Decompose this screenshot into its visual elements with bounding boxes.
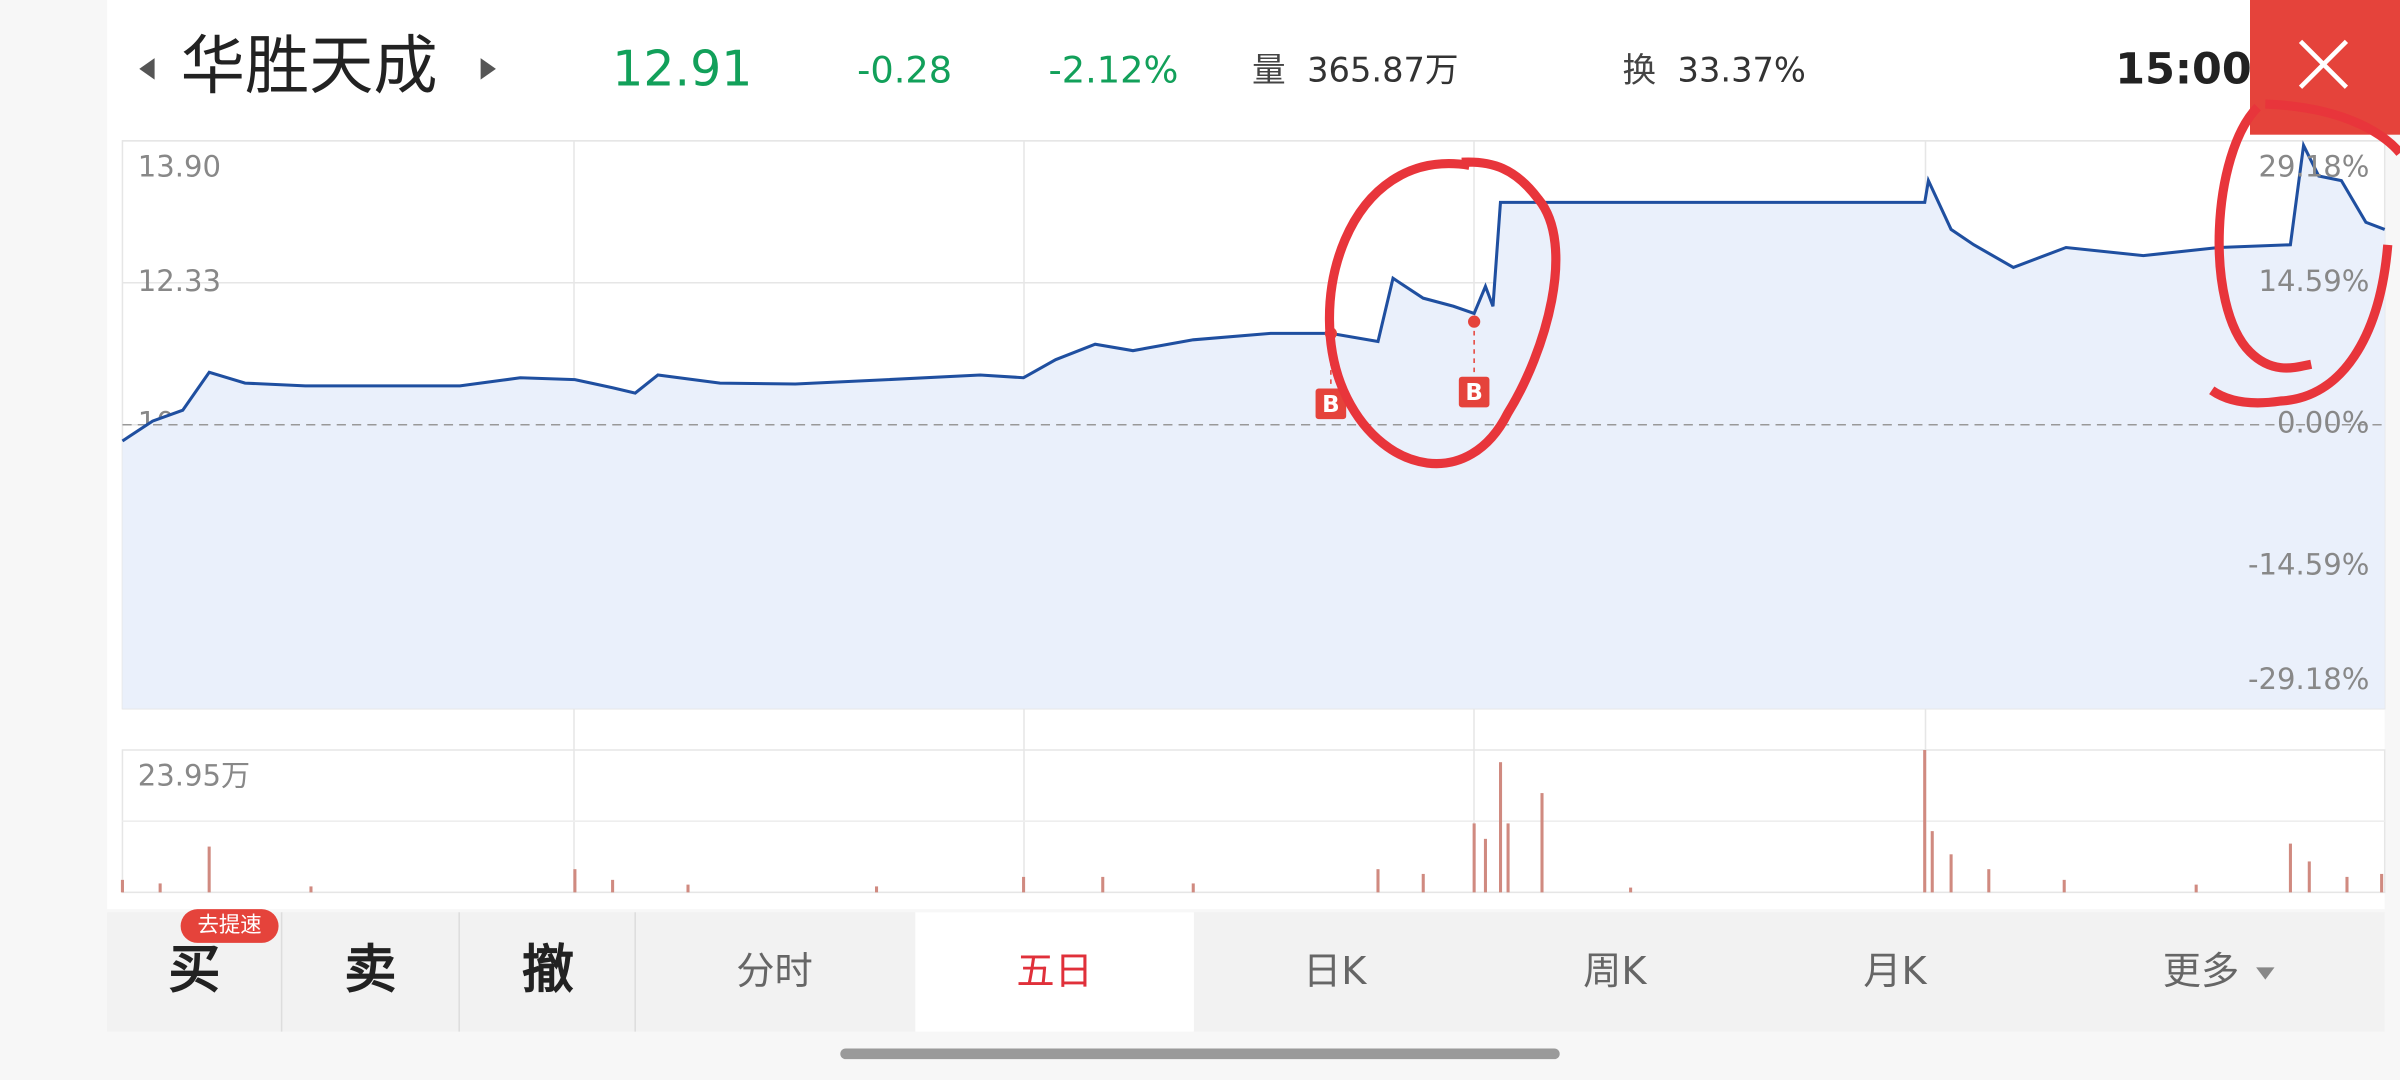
annotation-circle: [2209, 99, 2400, 408]
y-tick-label: 13.90: [138, 149, 221, 183]
stock-name: 华胜天成: [181, 29, 438, 104]
tab-selected-bg: [915, 912, 1194, 1032]
marker-dot: [1468, 315, 1481, 328]
volume-bar: [207, 846, 211, 893]
volume-bar: [1022, 876, 1026, 893]
volume-bar: [309, 886, 313, 893]
volume-bar: [1540, 793, 1544, 893]
volume-label: 量: [1252, 50, 1286, 89]
home-indicator: [840, 1048, 1560, 1060]
turnover: 33.37%: [1678, 50, 1806, 89]
marker-box: [1458, 376, 1490, 408]
volume-bar: [1987, 869, 1991, 893]
volume-bar: [1499, 762, 1503, 893]
volume-bar: [611, 879, 615, 893]
prev-arrow[interactable]: [139, 58, 155, 80]
volume-bar: [1629, 887, 1633, 893]
volume-tick-label: 23.95万: [138, 759, 250, 793]
volume-bar: [2345, 876, 2349, 893]
volume-bar: [1949, 854, 1953, 893]
volume-bar: [120, 879, 124, 893]
badge-bg: [180, 909, 279, 943]
volume-bar: [1930, 831, 1934, 893]
tab[interactable]: 周K: [1583, 949, 1647, 994]
volume-bar: [2307, 861, 2311, 893]
volume-bar: [158, 883, 162, 893]
y2-tick-label: 29.18%: [2259, 149, 2370, 183]
volume-bar: [1506, 823, 1510, 893]
annotation-circle: [1324, 157, 1561, 469]
volume-bar: [2194, 884, 2198, 893]
volume-bar: [686, 884, 690, 893]
price-area: [122, 145, 2385, 709]
change-pct: -2.12%: [1048, 48, 1178, 91]
tab[interactable]: 卖: [344, 940, 396, 1000]
volume-bar: [1101, 876, 1105, 893]
y2-tick-label: -14.59%: [2248, 548, 2369, 582]
change: -0.28: [857, 48, 952, 91]
y2-tick-label: 14.59%: [2259, 264, 2370, 298]
y-tick-label: 12.33: [138, 264, 221, 298]
plot: 13.9012.3310.769.197.6229.18%14.59%0.00%…: [120, 140, 2386, 893]
volume-bar: [1472, 823, 1476, 893]
close-icon: [2298, 39, 2349, 89]
marker-label: B: [1465, 380, 1482, 406]
marker-box: [1315, 388, 1347, 420]
tab[interactable]: 五日: [1016, 949, 1092, 994]
badge: 去提速: [197, 913, 261, 938]
tab[interactable]: 分时: [736, 949, 813, 994]
tab[interactable]: 撤: [522, 940, 574, 1000]
next-arrow[interactable]: [480, 58, 496, 80]
volume-bar: [1376, 869, 1380, 893]
tab[interactable]: 更多: [2163, 949, 2240, 994]
more-caret: [2256, 967, 2275, 980]
volume-bar: [1923, 750, 1927, 893]
price: 12.91: [612, 40, 752, 97]
volume-bar: [1191, 883, 1195, 893]
volume-bar: [1483, 838, 1487, 893]
volume-bar: [1421, 873, 1425, 893]
volume-bar: [2288, 843, 2292, 893]
volume-bar: [573, 869, 577, 893]
tab[interactable]: 月K: [1863, 949, 1927, 994]
tab[interactable]: 买: [168, 940, 220, 1000]
time: 15:00: [2115, 44, 2251, 94]
y2-tick-label: -29.18%: [2248, 662, 2369, 696]
tabs: 买 卖 撤 分时 五日 日K 周K 月K 更多: [168, 940, 2239, 1000]
volume-bar: [2380, 873, 2384, 893]
volume-bar: [875, 886, 879, 893]
volume-bar: [2062, 879, 2066, 893]
volume: 365.87万: [1307, 50, 1458, 89]
marker-label: B: [1322, 392, 1339, 418]
tab-bar: [107, 912, 2385, 1032]
y2-tick-label: 0.00%: [2277, 406, 2369, 440]
tab[interactable]: 日K: [1303, 949, 1367, 994]
turnover-label: 换: [1622, 50, 1656, 89]
